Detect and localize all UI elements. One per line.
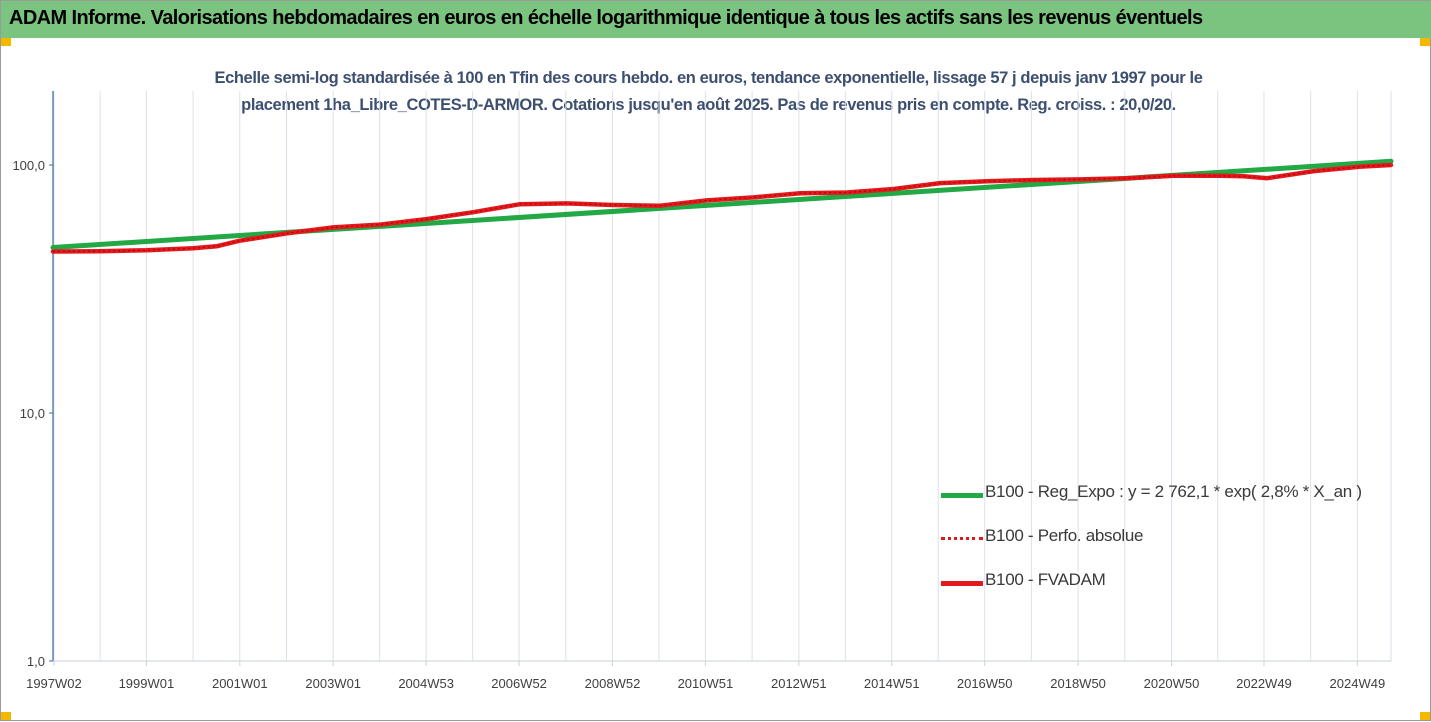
legend: B100 - Reg_Expo : y = 2 762,1 * exp( 2,8… (941, 479, 1411, 611)
x-tick-label: 2020W50 (1144, 676, 1200, 691)
legend-swatch-trend (941, 493, 983, 498)
chart-title: Echelle semi-log standardisée à 100 en T… (101, 65, 1316, 119)
x-tick-label: 2008W52 (585, 676, 641, 691)
x-tick-label: 2012W51 (771, 676, 827, 691)
y-tick-label: 10,0 (20, 406, 45, 421)
legend-label-fvadam: B100 - FVADAM (985, 570, 1106, 589)
corner-marker-top-left (1, 38, 11, 46)
corner-marker-bottom-left (1, 712, 11, 720)
x-tick-label: 2006W52 (491, 676, 547, 691)
x-tick-label: 2001W01 (212, 676, 268, 691)
legend-label-perf: B100 - Perfo. absolue (985, 526, 1144, 545)
x-tick-label: 2004W53 (398, 676, 454, 691)
y-tick-label: 100,0 (12, 158, 45, 173)
legend-item-perf: B100 - Perfo. absolue (941, 523, 1411, 567)
x-tick-label: 2010W51 (678, 676, 734, 691)
x-tick-label: 2024W49 (1330, 676, 1386, 691)
y-tick-label: 1,0 (27, 654, 45, 669)
legend-item-fvadam: B100 - FVADAM (941, 567, 1411, 611)
chart-title-line-2: placement 1ha_Libre_COTES-D-ARMOR. Cotat… (241, 96, 1176, 114)
x-tick-label: 2016W50 (957, 676, 1013, 691)
corner-marker-bottom-right (1420, 712, 1430, 720)
header-title: ADAM Informe. Valorisations hebdomadaire… (9, 7, 1203, 29)
x-tick-label: 2022W49 (1236, 676, 1292, 691)
x-tick-label: 2014W51 (864, 676, 920, 691)
x-tick-label: 2003W01 (305, 676, 361, 691)
legend-swatch-fvadam (941, 581, 983, 586)
x-tick-label: 1997W02 (26, 676, 82, 691)
legend-label-trend: B100 - Reg_Expo : y = 2 762,1 * exp( 2,8… (985, 482, 1362, 501)
chart-title-line-1: Echelle semi-log standardisée à 100 en T… (214, 69, 1203, 87)
corner-marker-top-right (1420, 38, 1430, 46)
series-line-perf (52, 164, 1392, 253)
x-tick-label: 2018W50 (1050, 676, 1106, 691)
legend-swatch-perf (941, 537, 983, 540)
header-bar: ADAM Informe. Valorisations hebdomadaire… (1, 1, 1431, 38)
x-tick-label: 1999W01 (119, 676, 175, 691)
legend-item-trend: B100 - Reg_Expo : y = 2 762,1 * exp( 2,8… (941, 479, 1411, 523)
